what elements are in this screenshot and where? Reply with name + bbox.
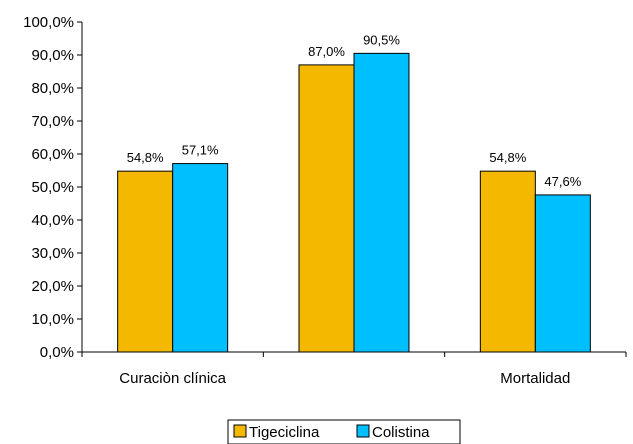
y-tick-label: 20,0% — [31, 278, 74, 295]
x-axis: Curaciòn clínica Mortalidad — [81, 351, 627, 387]
data-label: 87,0% — [308, 44, 345, 59]
bar — [353, 52, 410, 353]
legend: Tigeciclina Colistina — [227, 419, 461, 444]
y-tick-label: 10,0% — [31, 311, 74, 328]
y-tick-label: 50,0% — [31, 179, 74, 196]
y-tick-label: 70,0% — [31, 113, 74, 130]
x-category-label: Mortalidad — [500, 370, 570, 387]
legend-swatch — [233, 424, 247, 438]
y-axis: 0,0% 10,0% 20,0% 30,0% 40,0% 50,0% 60,0% 70,0% 8… — [23, 14, 83, 361]
legend-swatch — [356, 424, 370, 438]
data-label: 54,8% — [127, 150, 164, 165]
y-tick-label: 90,0% — [31, 47, 74, 64]
y-tick-label: 0,0% — [40, 344, 74, 361]
data-label: 90,5% — [363, 32, 400, 47]
y-tick-label: 100,0% — [23, 14, 74, 31]
data-label: 47,6% — [544, 174, 581, 189]
y-tick-label: 30,0% — [31, 245, 74, 262]
y-tick-label: 60,0% — [31, 146, 74, 163]
bars: 54,8% 57,1% 87,0% 90,5% 54,8% 47,6% — [117, 32, 591, 353]
bar — [298, 64, 355, 353]
bar — [479, 170, 536, 353]
legend-label: Colistina — [372, 424, 430, 441]
x-category-label: Curaciòn clínica — [119, 370, 226, 387]
legend-label: Tigeciclina — [249, 424, 320, 441]
y-tick-label: 80,0% — [31, 80, 74, 97]
y-tick-label: 40,0% — [31, 212, 74, 229]
legend-box — [227, 419, 461, 444]
bar — [117, 170, 174, 353]
data-label: 57,1% — [182, 143, 219, 158]
data-label: 54,8% — [489, 150, 526, 165]
bar — [172, 163, 229, 353]
bar — [534, 194, 591, 353]
